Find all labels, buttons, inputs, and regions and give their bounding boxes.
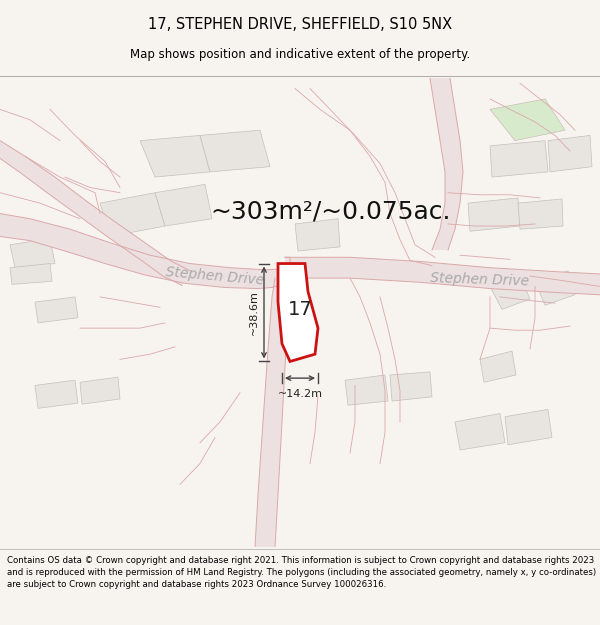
- Polygon shape: [0, 141, 190, 286]
- Polygon shape: [100, 192, 165, 236]
- Polygon shape: [35, 297, 78, 323]
- Polygon shape: [505, 409, 552, 445]
- Text: Contains OS data © Crown copyright and database right 2021. This information is : Contains OS data © Crown copyright and d…: [7, 556, 596, 589]
- Polygon shape: [535, 271, 575, 305]
- Text: 17, STEPHEN DRIVE, SHEFFIELD, S10 5NX: 17, STEPHEN DRIVE, SHEFFIELD, S10 5NX: [148, 17, 452, 32]
- Text: 17: 17: [287, 300, 313, 319]
- Polygon shape: [155, 184, 212, 226]
- Polygon shape: [140, 136, 210, 177]
- Polygon shape: [80, 377, 120, 404]
- Polygon shape: [518, 199, 563, 229]
- Polygon shape: [480, 351, 516, 382]
- Polygon shape: [430, 78, 463, 250]
- Polygon shape: [390, 372, 432, 401]
- Text: ~38.6m: ~38.6m: [249, 290, 259, 335]
- Polygon shape: [490, 99, 565, 141]
- Polygon shape: [35, 380, 78, 408]
- Polygon shape: [10, 264, 52, 284]
- Polygon shape: [490, 141, 548, 177]
- Polygon shape: [455, 414, 505, 450]
- Polygon shape: [490, 276, 530, 309]
- Text: Map shows position and indicative extent of the property.: Map shows position and indicative extent…: [130, 48, 470, 61]
- Text: ~303m²/~0.075ac.: ~303m²/~0.075ac.: [210, 199, 451, 224]
- Text: ~14.2m: ~14.2m: [277, 389, 323, 399]
- Polygon shape: [0, 214, 290, 289]
- Polygon shape: [285, 258, 600, 295]
- Polygon shape: [255, 278, 290, 547]
- Text: Stephen Drive: Stephen Drive: [430, 271, 530, 289]
- Polygon shape: [345, 375, 388, 405]
- Polygon shape: [548, 136, 592, 172]
- Polygon shape: [10, 239, 55, 268]
- Polygon shape: [468, 198, 520, 231]
- Polygon shape: [295, 219, 340, 251]
- Polygon shape: [278, 264, 318, 361]
- Text: Stephen Drive: Stephen Drive: [165, 265, 265, 288]
- Polygon shape: [200, 130, 270, 172]
